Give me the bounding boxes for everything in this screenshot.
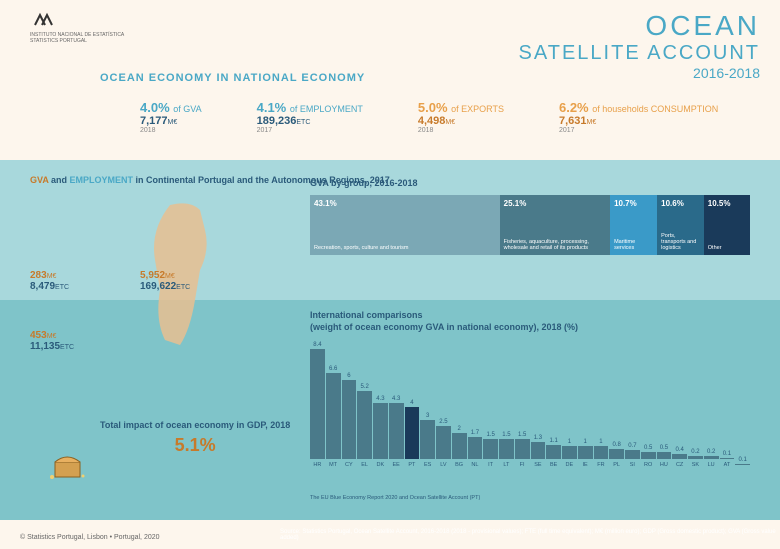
- main-title: OCEAN SATELLITE ACCOUNT 2016-2018: [519, 10, 760, 81]
- bar: 6.6MT: [326, 366, 341, 468]
- bar: 0.2LU: [704, 449, 719, 468]
- bar: 6CY: [342, 373, 357, 468]
- intl-title: International comparisons(weight of ocea…: [310, 310, 578, 333]
- bar: 1.5LT: [499, 432, 514, 468]
- region-stat: 453M€11,135ETC: [30, 330, 74, 352]
- bar: 0.5RO: [641, 445, 656, 468]
- logo: INSTITUTO NACIONAL DE ESTATÍSTICASTATIST…: [30, 10, 124, 44]
- bar: 8.4HR: [310, 342, 325, 468]
- gva-stacked-bar: 43.1%Recreation, sports, culture and tou…: [310, 195, 750, 255]
- gva-segment: 10.6%Ports, transports and logistics: [657, 195, 704, 255]
- bar: 0.7SI: [625, 443, 640, 468]
- chart-source: The EU Blue Economy Report 2020 and Ocea…: [310, 495, 480, 501]
- bar: 3ES: [420, 413, 435, 468]
- gva-title: GVA by group, 2016-2018: [310, 178, 418, 188]
- bar: 5.2EL: [357, 384, 372, 468]
- bar: 2BG: [452, 426, 467, 468]
- bar: 0.4CZ: [672, 447, 687, 468]
- bar: 1IE: [578, 439, 593, 468]
- bar: 4.3EE: [389, 396, 404, 468]
- bar: 0.2SK: [688, 449, 703, 468]
- region-stat: 283M€8,479ETC: [30, 270, 69, 292]
- gdp-impact: Total impact of ocean economy in GDP, 20…: [100, 420, 290, 456]
- bar: 1FR: [594, 439, 609, 468]
- source-note: Source: Statistics Portugal, Ocean Satel…: [280, 529, 780, 541]
- bar: 1.7NL: [468, 430, 483, 468]
- gva-segment: 10.7%Maritime services: [610, 195, 657, 255]
- bar: 1.3SE: [531, 435, 546, 468]
- chest-icon: [50, 450, 85, 480]
- intl-bar-chart: 8.4HR6.6MT6CY5.2EL4.3DK4.3EE4PT3ES2.5LV2…: [310, 340, 750, 490]
- bar: 2.5LV: [436, 419, 451, 468]
- kpi: 4.0% of GVA7,177M€2018: [140, 100, 202, 134]
- bar: 1.1BE: [546, 438, 561, 468]
- copyright: © Statistics Portugal, Lisbon • Portugal…: [20, 534, 160, 541]
- bar: 0.5HU: [657, 445, 672, 468]
- gva-segment: 43.1%Recreation, sports, culture and tou…: [310, 195, 500, 255]
- kpi: 4.1% of EMPLOYMENT189,236ETC2017: [257, 100, 363, 134]
- kpi-row: 4.0% of GVA7,177M€2018 4.1% of EMPLOYMENT…: [140, 100, 718, 134]
- kpi: 6.2% of households CONSUMPTION7,631M€201…: [559, 100, 718, 134]
- kpi: 5.0% of EXPORTS4,498M€2018: [418, 100, 504, 134]
- bar: 1DE: [562, 439, 577, 468]
- subtitle: OCEAN ECONOMY IN NATIONAL ECONOMY: [100, 72, 365, 84]
- bar: 4PT: [405, 400, 420, 468]
- bar: 1.5IT: [483, 432, 498, 468]
- bar: 1.5FI: [515, 432, 530, 468]
- bar: 0.1: [735, 457, 750, 468]
- bar: 0.1AT: [720, 451, 735, 468]
- gva-segment: 10.5%Other: [704, 195, 750, 255]
- bar: 0.8PL: [609, 442, 624, 468]
- bar: 4.3DK: [373, 396, 388, 468]
- region-stat: 5,952M€169,622ETC: [140, 270, 190, 292]
- gva-segment: 25.1%Fisheries, aquaculture, processing,…: [500, 195, 610, 255]
- bars-container: 8.4HR6.6MT6CY5.2EL4.3DK4.3EE4PT3ES2.5LV2…: [310, 348, 750, 468]
